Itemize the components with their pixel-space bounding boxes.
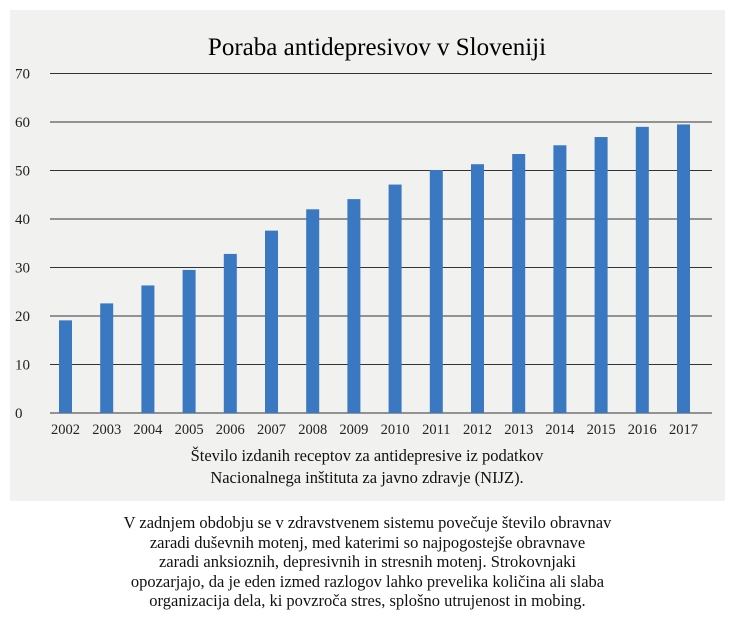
article-text-line: zaradi anksioznih, depresivnih in stresn… <box>158 552 576 571</box>
bar-chart: Poraba antidepresivov v Sloveniji 0 10 20 3… <box>15 34 712 487</box>
x-tick-label: 2008 <box>298 422 327 438</box>
bar-2008 <box>306 209 320 413</box>
bar-2011 <box>429 170 443 413</box>
x-tick-label: 2009 <box>339 422 368 438</box>
bar-2013 <box>512 154 526 413</box>
y-tick-label: 10 <box>15 358 30 374</box>
article-text: V zadnjem obdobju se v zdravstvenem sist… <box>60 513 675 611</box>
bar-2015 <box>594 137 608 413</box>
bar-2006 <box>223 253 237 413</box>
x-tick-label: 2007 <box>257 422 286 438</box>
bar-2009 <box>347 199 361 413</box>
bar-2012 <box>471 164 484 413</box>
article-text-line: opozarjajo, da je eden izmed razlogov la… <box>130 571 605 591</box>
gridlines <box>50 73 712 414</box>
y-tick-label: 30 <box>15 261 30 277</box>
x-tick-label: 2013 <box>504 422 533 438</box>
article-text-line: V zadnjem obdobju se v zdravstvenem sist… <box>123 513 612 532</box>
x-tick-label: 2003 <box>92 422 121 438</box>
x-tick-label: 2012 <box>463 422 492 438</box>
x-tick-label: 2016 <box>628 422 657 438</box>
bar-2007 <box>265 230 278 413</box>
x-tick-label: 2011 <box>422 422 450 438</box>
article-text-line: zaradi duševnih motenj, med katerimi so … <box>149 532 586 552</box>
caption-line-1: Število izdanih receptov za antidepresiv… <box>191 446 545 465</box>
x-tick-label: 2017 <box>669 422 698 438</box>
bar-2003 <box>100 303 114 413</box>
y-tick-label: 60 <box>15 115 30 131</box>
caption-line-2: Nacionalnega inštituta za javno zdravje … <box>210 468 523 487</box>
x-tick-label: 2014 <box>545 422 575 438</box>
x-axis-ticks: 2002 2003 2004 2005 2006 2007 2008 2009 2010 2011… <box>51 422 698 438</box>
y-tick-label: 20 <box>15 309 30 325</box>
y-tick-label: 50 <box>15 164 30 180</box>
x-tick-label: 2006 <box>216 422 245 438</box>
bar-2002 <box>59 320 72 413</box>
bars <box>59 124 690 414</box>
bar-2004 <box>141 285 155 413</box>
bar-2014 <box>553 145 567 413</box>
y-tick-label: 70 <box>15 67 30 83</box>
chart-panel: Poraba antidepresivov v Sloveniji 0 10 20 3… <box>10 10 725 501</box>
bar-2010 <box>388 184 402 413</box>
x-tick-label: 2002 <box>51 422 80 438</box>
x-tick-label: 2005 <box>175 422 204 438</box>
y-tick-label: 40 <box>15 212 30 228</box>
bar-2005 <box>182 269 196 413</box>
chart-title: Poraba antidepresivov v Sloveniji <box>208 34 546 61</box>
article-text-line: organizacija dela, ki povzroča stres, sp… <box>149 591 586 610</box>
x-tick-label: 2015 <box>587 422 616 438</box>
y-tick-label: 0 <box>15 406 23 422</box>
y-axis-ticks: 0 10 20 30 40 50 60 70 <box>15 67 30 423</box>
bar-2017 <box>677 124 690 414</box>
x-tick-label: 2004 <box>133 422 163 438</box>
x-tick-label: 2010 <box>381 422 410 438</box>
bar-2016 <box>635 126 649 413</box>
